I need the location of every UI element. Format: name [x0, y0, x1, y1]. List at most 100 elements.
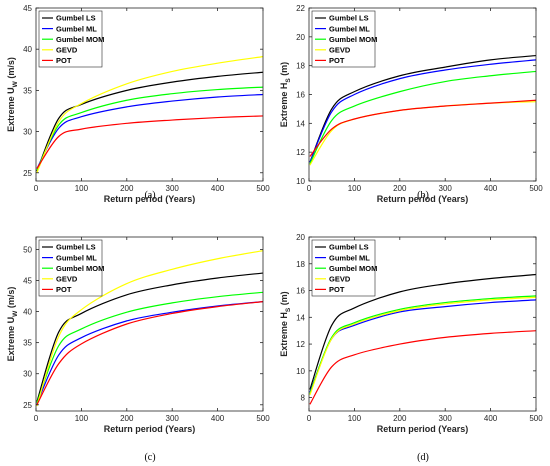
x-tick-label: 500	[529, 414, 543, 423]
panel-c: (c) 0 100 200 300 400 500 25 30 35 40 45 50 Return p…	[6, 236, 270, 463]
series-line-gevd	[36, 56, 264, 173]
axes-frame	[35, 236, 264, 412]
x-tick-label: 400	[484, 414, 498, 423]
y-tick-label: 16	[296, 91, 305, 100]
y-tick-label: 25	[23, 169, 32, 178]
series-line-gumbel-ls	[36, 71, 264, 172]
x-tick-label: 400	[484, 184, 498, 193]
legend-entry: GEVD	[56, 46, 78, 55]
x-tick-label: 100	[75, 184, 89, 193]
x-tick-label: 500	[529, 184, 543, 193]
y-tick-label: 18	[296, 260, 305, 269]
x-tick-label: 400	[211, 414, 225, 423]
y-tick-label: 14	[296, 119, 305, 128]
legend-entry: POT	[329, 285, 345, 294]
x-tick-label: 200	[393, 184, 407, 193]
legend-entry: GEVD	[56, 275, 78, 284]
y-tick-label: 50	[23, 245, 32, 254]
series-line-gevd	[36, 250, 264, 407]
legend-entry: Gumbel ML	[329, 253, 370, 262]
y-axis-label-subscript: W	[12, 310, 19, 317]
y-tick-label: 18	[296, 62, 305, 71]
series-lines	[309, 54, 537, 166]
series-line-gumbel-ml	[36, 301, 264, 404]
y-tick-label: 12	[296, 148, 305, 157]
y-tick-label: 12	[296, 340, 305, 349]
x-tick-label: 500	[256, 184, 270, 193]
panel-caption: (b)	[417, 190, 429, 201]
y-tick-label: 30	[23, 128, 32, 137]
x-tick-label: 0	[34, 184, 39, 193]
x-axis-label: Return period (Years)	[104, 194, 196, 204]
legend-entry: Gumbel ML	[56, 24, 97, 33]
y-tick-label: 35	[23, 86, 32, 95]
series-line-pot	[36, 115, 264, 169]
y-axis-label-main: Extreme H	[279, 83, 289, 128]
panel-caption: (d)	[417, 452, 429, 463]
y-tick-label: 40	[23, 308, 32, 317]
y-tick-label: 25	[23, 401, 32, 410]
y-axis-label-unit: (m/s)	[6, 287, 16, 311]
y-tick-label: 10	[296, 367, 305, 376]
y-tick-label: 45	[23, 277, 32, 286]
legend-entry: Gumbel ML	[56, 253, 97, 262]
legend-entry: POT	[56, 56, 72, 65]
series-line-gumbel-ml	[36, 93, 264, 169]
x-tick-label: 500	[256, 414, 270, 423]
y-axis-label-unit: (m/s)	[6, 57, 16, 81]
series-line-pot	[36, 301, 264, 406]
axes-frame	[35, 7, 264, 182]
series-lines	[309, 273, 537, 405]
y-tick-label: 45	[23, 4, 32, 13]
y-tick-label: 35	[23, 339, 32, 348]
y-tick-label: 8	[301, 394, 306, 403]
axes-frame	[308, 236, 537, 412]
y-axis-label-subscript: S	[285, 78, 292, 83]
series-line-gumbel-mom	[309, 295, 537, 394]
series-line-gumbel-ls	[36, 272, 264, 402]
series-line-gumbel-ls	[309, 54, 537, 163]
panel-b: (b) 0 100 200 300 400 500 10 12 14 16 18 20 22 Return…	[279, 4, 543, 204]
y-axis-label: Extreme UW (m/s)	[6, 287, 19, 362]
series-line-pot	[309, 330, 537, 405]
y-tick-label: 40	[23, 45, 32, 54]
y-axis-label-main: Extreme H	[279, 312, 289, 357]
x-axis-label: Return period (Years)	[377, 424, 469, 434]
x-tick-label: 300	[166, 414, 180, 423]
x-axis-label: Return period (Years)	[104, 424, 196, 434]
y-axis-label-main: Extreme U	[6, 317, 16, 362]
legend-entry: Gumbel MOM	[329, 35, 377, 44]
legend-entry: Gumbel MOM	[329, 264, 377, 273]
x-tick-label: 300	[439, 184, 453, 193]
x-axis-label: Return period (Years)	[377, 194, 469, 204]
x-tick-label: 400	[211, 184, 225, 193]
series-line-gumbel-mom	[309, 70, 537, 164]
x-tick-label: 100	[348, 414, 362, 423]
y-tick-label: 14	[296, 313, 305, 322]
x-tick-label: 100	[75, 414, 89, 423]
x-tick-label: 200	[393, 414, 407, 423]
panel-caption: (a)	[144, 190, 155, 201]
x-tick-label: 0	[307, 184, 312, 193]
x-tick-label: 0	[34, 414, 39, 423]
legend-entry: Gumbel ML	[329, 24, 370, 33]
y-axis-label-subscript: S	[285, 307, 292, 312]
y-axis-label: Extreme UW (m/s)	[6, 57, 19, 132]
legend-entry: Gumbel LS	[329, 243, 369, 252]
legend-entry: POT	[329, 56, 345, 65]
legend-entry: Gumbel LS	[56, 243, 96, 252]
series-line-gumbel-mom	[36, 291, 264, 404]
x-tick-label: 0	[307, 414, 312, 423]
x-tick-label: 200	[120, 414, 134, 423]
y-axis-label: Extreme HS (m)	[279, 291, 292, 356]
x-tick-label: 100	[348, 184, 362, 193]
y-axis-label-unit: (m)	[279, 291, 289, 308]
y-axis-label-unit: (m)	[279, 62, 289, 79]
y-tick-label: 16	[296, 287, 305, 296]
y-axis-label: Extreme HS (m)	[279, 62, 292, 127]
series-line-gevd	[309, 296, 537, 396]
